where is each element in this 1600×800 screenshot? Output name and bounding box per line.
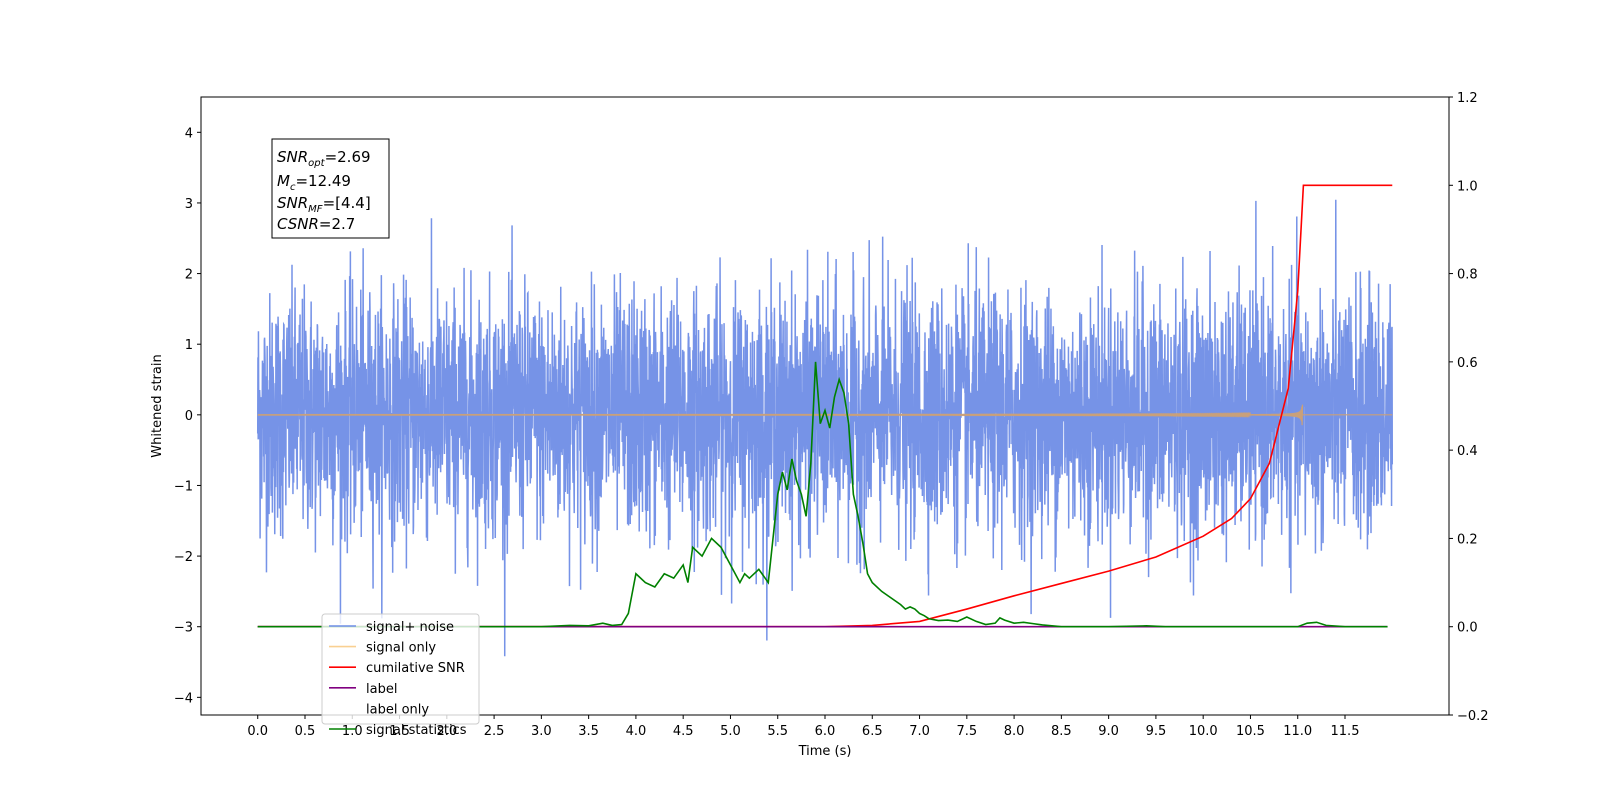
- annotation-box: SNRopt=2.69 Mc=12.49 SNRMF=[4.4] CSNR=2.…: [271, 138, 390, 239]
- ticks-layer: 0.0 0.5 1.0 1.5 2.0 2.5 3.0 3.5 4.0 4.5 5.0 5.5 6.0 6…: [174, 91, 1489, 739]
- x-tick-label: 0.5: [295, 724, 316, 739]
- x-tick-label: 8.0: [1004, 724, 1025, 739]
- y-tick-left-label: −2: [174, 550, 193, 565]
- y-tick-right-label: 1.2: [1457, 91, 1478, 106]
- y-tick-right-label: 1.0: [1457, 179, 1478, 194]
- legend-frame: [321, 613, 480, 725]
- x-tick-label: 8.5: [1051, 724, 1072, 739]
- annotation-value: =[4.4]: [323, 194, 371, 212]
- x-tick-label: 5.0: [720, 724, 741, 739]
- annotation-line-mc: Mc=12.49: [277, 172, 351, 193]
- x-tick-label: 11.5: [1331, 724, 1360, 739]
- legend-label: label: [366, 682, 397, 697]
- y-tick-right-label: 0.0: [1457, 621, 1478, 636]
- y-tick-left-label: 3: [185, 197, 193, 212]
- y-tick-left-label: 4: [185, 126, 193, 141]
- x-tick-label: 4.0: [626, 724, 647, 739]
- x-tick-label: 9.0: [1098, 724, 1119, 739]
- y-axis-label: Whitened strain: [150, 354, 165, 457]
- x-tick-label: 2.0: [436, 724, 457, 739]
- series-signal-noise-line: [256, 199, 1394, 657]
- y-tick-right-label: 0.6: [1457, 356, 1478, 371]
- x-tick-label: 11.0: [1283, 724, 1312, 739]
- y-tick-right-label: 0.2: [1457, 532, 1478, 547]
- annotation-base: SNR: [277, 148, 308, 166]
- x-tick-label: 2.5: [484, 724, 505, 739]
- x-tick-label: 5.5: [767, 724, 788, 739]
- y-tick-left-label: −1: [174, 479, 193, 494]
- y-tick-left-label: 2: [185, 268, 193, 283]
- series-cumilative-snr-line: [257, 184, 1393, 628]
- annotation-base: CSNR: [277, 215, 319, 233]
- x-tick-label: 1.0: [342, 724, 363, 739]
- y-tick-left-label: 1: [185, 338, 193, 353]
- annotation-sub: c: [290, 182, 296, 193]
- y-tick-left-label: 0: [185, 409, 193, 424]
- legend-label: signal only: [366, 641, 436, 656]
- legend-item: cumilative SNR: [329, 661, 465, 676]
- y-tick-left-label: −4: [174, 691, 193, 706]
- annotation-sub: MF: [308, 204, 323, 215]
- x-tick-label: 10.5: [1236, 724, 1265, 739]
- legend-label: signal statistics: [366, 723, 467, 738]
- annotation-frame: [271, 138, 390, 239]
- x-tick-label: 3.0: [531, 724, 552, 739]
- legend: signal+ noise signal only cumilative SNR la…: [321, 613, 480, 738]
- series-signal-statistics-line: [257, 361, 1388, 628]
- y-tick-right-label: 0.4: [1457, 444, 1478, 459]
- x-tick-label: 1.5: [389, 724, 410, 739]
- annotation-base: SNR: [277, 194, 308, 212]
- legend-item: signal statistics: [329, 723, 467, 738]
- x-tick-label: 9.5: [1146, 724, 1167, 739]
- x-axis-label: Time (s): [798, 744, 852, 759]
- annotation-sub: opt: [308, 158, 325, 169]
- x-tick-label: 4.5: [673, 724, 694, 739]
- annotation-base: M: [277, 172, 290, 190]
- legend-item: signal+ noise: [329, 620, 454, 635]
- x-tick-label: 3.5: [578, 724, 599, 739]
- x-tick-label: 6.5: [862, 724, 883, 739]
- y-tick-right-label: 0.8: [1457, 268, 1478, 283]
- annotation-line-snr-mf: SNRMF=[4.4]: [277, 194, 371, 215]
- legend-item: signal only: [329, 641, 436, 656]
- annotation-line-snr-opt: SNRopt=2.69: [277, 148, 371, 169]
- legend-item: label only: [329, 702, 429, 717]
- annotation-line-csnr: CSNR=2.7: [277, 215, 355, 233]
- y-tick-right-label: −0.2: [1457, 709, 1489, 724]
- annotation-value: =2.69: [325, 148, 371, 166]
- legend-item: label: [329, 682, 397, 697]
- legend-label: cumilative SNR: [366, 661, 465, 676]
- x-tick-label: 10.0: [1189, 724, 1218, 739]
- x-tick-label: 7.0: [909, 724, 930, 739]
- series-signal-only-line: [257, 404, 1393, 426]
- legend-label: signal+ noise: [366, 620, 454, 635]
- x-tick-label: 6.0: [815, 724, 836, 739]
- x-tick-label: 7.5: [956, 724, 977, 739]
- y-tick-left-label: −3: [174, 621, 193, 636]
- annotation-value: =12.49: [295, 172, 351, 190]
- x-tick-label: 0.0: [247, 724, 268, 739]
- annotation-value: =2.7: [319, 215, 355, 233]
- legend-label: label only: [366, 702, 429, 717]
